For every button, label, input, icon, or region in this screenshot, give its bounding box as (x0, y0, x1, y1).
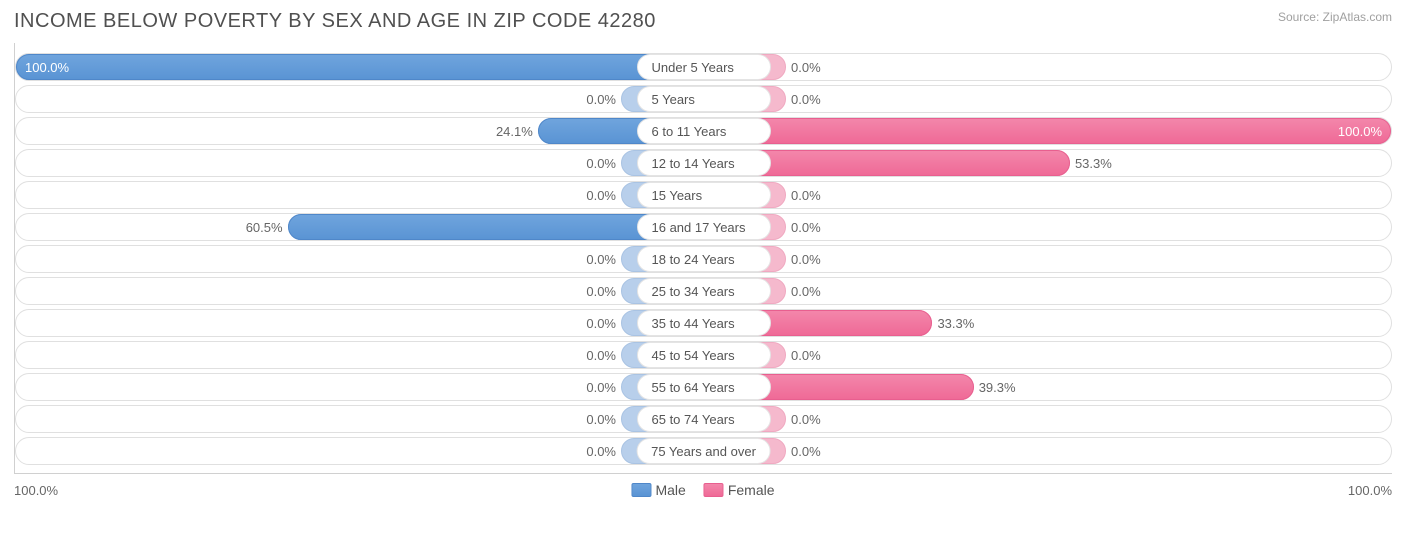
male-value-label: 0.0% (586, 316, 622, 331)
male-half: 24.1% (16, 118, 704, 144)
female-value-label: 0.0% (785, 444, 821, 459)
male-half: 0.0% (16, 182, 704, 208)
table-row: 0.0% 0.0% 15 Years (15, 181, 1392, 209)
category-label: 45 to 54 Years (637, 342, 771, 368)
male-half: 0.0% (16, 406, 704, 432)
table-row: 0.0% 53.3% 12 to 14 Years (15, 149, 1392, 177)
table-row: 0.0% 0.0% 75 Years and over (15, 437, 1392, 465)
female-value-label: 0.0% (785, 284, 821, 299)
female-half: 100.0% (704, 118, 1392, 144)
category-label: 5 Years (637, 86, 771, 112)
male-value-label: 60.5% (246, 220, 289, 235)
female-half: 0.0% (704, 54, 1392, 80)
female-value-label: 0.0% (785, 60, 821, 75)
male-bar: 100.0% (16, 54, 704, 80)
legend-female: Female (704, 482, 775, 498)
male-half: 0.0% (16, 438, 704, 464)
chart-header: INCOME BELOW POVERTY BY SEX AND AGE IN Z… (14, 10, 1392, 33)
category-label: 25 to 34 Years (637, 278, 771, 304)
table-row: 60.5% 0.0% 16 and 17 Years (15, 213, 1392, 241)
male-half: 0.0% (16, 342, 704, 368)
female-value-label: 0.0% (785, 220, 821, 235)
female-half: 0.0% (704, 278, 1392, 304)
female-half: 0.0% (704, 438, 1392, 464)
chart-container: INCOME BELOW POVERTY BY SEX AND AGE IN Z… (0, 0, 1406, 558)
legend-male-label: Male (655, 482, 685, 498)
female-half: 0.0% (704, 86, 1392, 112)
chart-title: INCOME BELOW POVERTY BY SEX AND AGE IN Z… (14, 10, 656, 33)
legend: Male Female (631, 482, 774, 498)
male-half: 100.0% (16, 54, 704, 80)
table-row: 0.0% 0.0% 5 Years (15, 85, 1392, 113)
category-label: 15 Years (637, 182, 771, 208)
male-value-label: 24.1% (496, 124, 539, 139)
female-value-label: 33.3% (931, 316, 974, 331)
category-label: 65 to 74 Years (637, 406, 771, 432)
female-value-label: 53.3% (1069, 156, 1112, 171)
table-row: 0.0% 0.0% 25 to 34 Years (15, 277, 1392, 305)
female-half: 0.0% (704, 246, 1392, 272)
table-row: 0.0% 0.0% 45 to 54 Years (15, 341, 1392, 369)
female-value-label: 0.0% (785, 92, 821, 107)
axis-left-label: 100.0% (14, 483, 74, 498)
chart-source: Source: ZipAtlas.com (1278, 10, 1392, 24)
male-half: 0.0% (16, 86, 704, 112)
female-value-label: 0.0% (785, 252, 821, 267)
male-value-label: 0.0% (586, 156, 622, 171)
category-label: 75 Years and over (636, 438, 771, 464)
female-value-label: 0.0% (785, 412, 821, 427)
table-row: 0.0% 33.3% 35 to 44 Years (15, 309, 1392, 337)
category-label: 12 to 14 Years (637, 150, 771, 176)
legend-female-label: Female (728, 482, 775, 498)
female-swatch-icon (704, 483, 724, 497)
female-half: 33.3% (704, 310, 1392, 336)
female-value-label: 0.0% (785, 188, 821, 203)
male-value-label: 100.0% (21, 60, 73, 75)
male-value-label: 0.0% (586, 444, 622, 459)
male-half: 0.0% (16, 374, 704, 400)
category-label: Under 5 Years (637, 54, 771, 80)
legend-male: Male (631, 482, 685, 498)
female-value-label: 0.0% (785, 348, 821, 363)
category-label: 18 to 24 Years (637, 246, 771, 272)
male-half: 60.5% (16, 214, 704, 240)
table-row: 24.1% 100.0% 6 to 11 Years (15, 117, 1392, 145)
female-half: 0.0% (704, 214, 1392, 240)
table-row: 100.0% 0.0% Under 5 Years (15, 53, 1392, 81)
category-label: 35 to 44 Years (637, 310, 771, 336)
female-half: 0.0% (704, 182, 1392, 208)
chart-footer: 100.0% Male Female 100.0% (14, 478, 1392, 502)
male-half: 0.0% (16, 278, 704, 304)
male-swatch-icon (631, 483, 651, 497)
female-value-label: 100.0% (1334, 124, 1386, 139)
table-row: 0.0% 0.0% 65 to 74 Years (15, 405, 1392, 433)
male-value-label: 0.0% (586, 380, 622, 395)
table-row: 0.0% 0.0% 18 to 24 Years (15, 245, 1392, 273)
male-half: 0.0% (16, 246, 704, 272)
male-value-label: 0.0% (586, 252, 622, 267)
male-value-label: 0.0% (586, 188, 622, 203)
female-half: 0.0% (704, 342, 1392, 368)
female-half: 0.0% (704, 406, 1392, 432)
male-value-label: 0.0% (586, 348, 622, 363)
male-value-label: 0.0% (586, 284, 622, 299)
category-label: 16 and 17 Years (637, 214, 771, 240)
table-row: 0.0% 39.3% 55 to 64 Years (15, 373, 1392, 401)
category-label: 6 to 11 Years (637, 118, 771, 144)
male-half: 0.0% (16, 310, 704, 336)
female-half: 53.3% (704, 150, 1392, 176)
category-label: 55 to 64 Years (637, 374, 771, 400)
male-half: 0.0% (16, 150, 704, 176)
female-half: 39.3% (704, 374, 1392, 400)
axis-right-label: 100.0% (1332, 483, 1392, 498)
male-value-label: 0.0% (586, 412, 622, 427)
male-value-label: 0.0% (586, 92, 622, 107)
female-value-label: 39.3% (973, 380, 1016, 395)
female-bar: 100.0% (704, 118, 1392, 144)
chart-area: 100.0% 0.0% Under 5 Years 0.0% 0.0% 5 Years 24… (14, 43, 1392, 474)
